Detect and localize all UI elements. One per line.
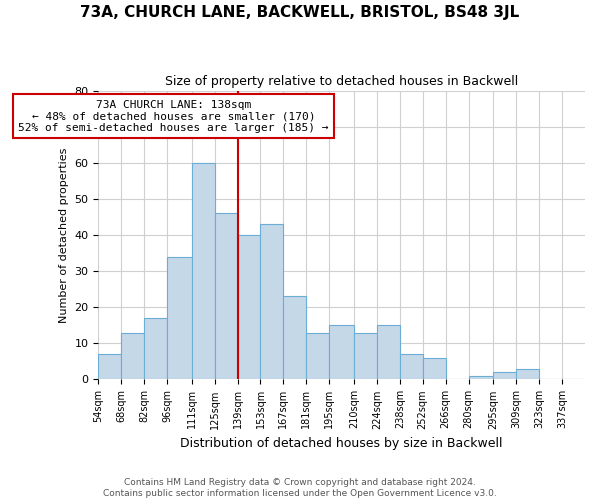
Bar — [238, 235, 260, 380]
Bar — [307, 332, 329, 380]
Bar — [516, 368, 539, 380]
Bar — [167, 256, 191, 380]
Bar — [400, 354, 423, 380]
Y-axis label: Number of detached properties: Number of detached properties — [59, 148, 69, 322]
Bar — [260, 224, 283, 380]
Bar — [329, 326, 354, 380]
Bar — [98, 354, 121, 380]
Bar — [144, 318, 167, 380]
Text: Contains HM Land Registry data © Crown copyright and database right 2024.
Contai: Contains HM Land Registry data © Crown c… — [103, 478, 497, 498]
Title: Size of property relative to detached houses in Backwell: Size of property relative to detached ho… — [165, 75, 518, 88]
X-axis label: Distribution of detached houses by size in Backwell: Distribution of detached houses by size … — [181, 437, 503, 450]
Bar — [377, 326, 400, 380]
Bar — [493, 372, 516, 380]
Text: 73A CHURCH LANE: 138sqm
← 48% of detached houses are smaller (170)
52% of semi-d: 73A CHURCH LANE: 138sqm ← 48% of detache… — [19, 100, 329, 133]
Bar — [354, 332, 377, 380]
Bar — [423, 358, 446, 380]
Bar — [283, 296, 307, 380]
Text: 73A, CHURCH LANE, BACKWELL, BRISTOL, BS48 3JL: 73A, CHURCH LANE, BACKWELL, BRISTOL, BS4… — [80, 5, 520, 20]
Bar — [121, 332, 144, 380]
Bar — [469, 376, 493, 380]
Bar — [191, 163, 215, 380]
Bar — [215, 214, 238, 380]
